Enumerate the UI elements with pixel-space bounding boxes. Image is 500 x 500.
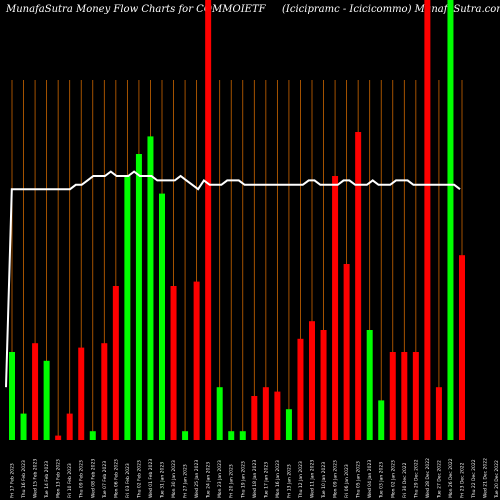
x-tick-label: Thu 19 Jan 2023 bbox=[240, 461, 246, 499]
money-flow-bar bbox=[228, 431, 235, 440]
money-flow-bar bbox=[78, 347, 85, 440]
money-flow-bar bbox=[412, 352, 419, 440]
x-tick-label: Fri 03 Feb 2023 bbox=[125, 463, 131, 498]
x-tick-label: Mon 23 Jan 2023 bbox=[217, 460, 223, 498]
x-tick-label: Thu 29 Dec 2022 bbox=[413, 459, 419, 499]
money-flow-bar bbox=[159, 193, 165, 440]
money-flow-bar bbox=[112, 286, 119, 440]
money-flow-bar bbox=[320, 330, 327, 440]
x-tick-label: Wed 25 Jan 2023 bbox=[194, 460, 200, 498]
x-tick-label: Mon 30 Jan 2023 bbox=[171, 460, 177, 498]
x-tick-label: Tue 07 Feb 2023 bbox=[102, 461, 108, 499]
money-flow-bar bbox=[66, 413, 73, 440]
money-flow-bar bbox=[20, 413, 27, 440]
x-tick-label: Fri 27 Jan 2023 bbox=[183, 464, 189, 498]
money-flow-bar bbox=[343, 264, 350, 440]
x-tick-label: Tue 10 Jan 2023 bbox=[321, 462, 327, 499]
x-tick-label: Mon 02 Jan 2023 bbox=[390, 460, 396, 498]
x-tick-label: Fri 06 Jan 2023 bbox=[344, 464, 350, 498]
money-flow-bar bbox=[32, 343, 39, 440]
x-tick-label: Mon 26 Dec 2022 bbox=[448, 458, 454, 498]
chart-title-right: (Icicipramc - Icicicommo) MunafaSutra.co… bbox=[282, 4, 500, 15]
x-tick-label: Wed 04 Jan 2023 bbox=[367, 460, 373, 498]
x-tick-label: Thu 16 Feb 2023 bbox=[21, 460, 27, 499]
x-tick-label: Tue 17 Jan 2023 bbox=[263, 462, 269, 499]
x-tick-label: Thu 05 Jan 2023 bbox=[356, 461, 362, 499]
money-flow-bar bbox=[274, 391, 281, 440]
money-flow-bar bbox=[401, 352, 408, 440]
money-flow-bar bbox=[285, 409, 292, 440]
x-tick-label: Mon 09 Jan 2023 bbox=[333, 460, 339, 498]
x-tick-label: Mon 13 Feb 2023 bbox=[56, 459, 62, 498]
money-flow-bar bbox=[424, 0, 431, 440]
money-flow-bar bbox=[389, 352, 396, 440]
x-tick-label: Wed 28 Dec 2022 bbox=[425, 458, 431, 498]
trend-line bbox=[5, 170, 461, 388]
money-flow-bar bbox=[89, 431, 96, 440]
x-tick-label: Wed 01 Feb 2023 bbox=[148, 459, 154, 498]
money-flow-bar bbox=[9, 352, 15, 440]
x-tick-label: Wed 08 Feb 2023 bbox=[90, 459, 96, 498]
money-flow-bar bbox=[251, 396, 258, 440]
money-flow-bar bbox=[447, 0, 454, 440]
money-flow-bar bbox=[332, 176, 339, 440]
x-tick-labels: Fri 17 Feb 2023 Thu 16 Feb 2023 Wed 15 Feb… bbox=[10, 458, 500, 499]
money-flow-bar bbox=[193, 281, 200, 440]
x-tick-label: Fri 13 Jan 2023 bbox=[286, 464, 292, 498]
x-tick-label: Tue 24 Jan 2023 bbox=[206, 462, 212, 499]
x-tick-label: Thu 02 Feb 2023 bbox=[136, 460, 142, 499]
x-tick-label: Tue 20 Dec 2022 bbox=[494, 460, 500, 499]
x-tick-label: Tue 14 Feb 2023 bbox=[44, 461, 50, 499]
money-flow-bar bbox=[309, 321, 315, 440]
x-tick-label: Wed 21 Dec 2022 bbox=[483, 458, 489, 498]
x-tick-label: Thu 09 Feb 2023 bbox=[79, 460, 85, 499]
money-flow-bar bbox=[182, 431, 189, 440]
money-flow-bar bbox=[366, 330, 373, 440]
chart-title-left: MunafaSutra Money Flow Charts for COMMOI… bbox=[6, 4, 266, 15]
money-flow-bar bbox=[239, 431, 246, 440]
x-tick-label: Tue 03 Jan 2023 bbox=[379, 462, 385, 499]
money-flow-bar bbox=[147, 136, 154, 440]
money-flow-bar bbox=[435, 387, 442, 440]
money-flow-bar bbox=[355, 132, 362, 440]
money-flow-bars bbox=[9, 0, 465, 440]
money-flow-bar bbox=[459, 255, 465, 440]
x-tick-label: Thu 12 Jan 2023 bbox=[298, 461, 304, 499]
money-flow-bar bbox=[55, 435, 62, 440]
x-tick-label: Tue 31 Jan 2023 bbox=[160, 462, 166, 499]
money-flow-bar bbox=[297, 338, 304, 440]
x-tick-label: Fri 10 Feb 2023 bbox=[67, 463, 73, 498]
x-tick-label: Fri 20 Jan 2023 bbox=[229, 464, 235, 498]
money-flow-bar bbox=[135, 154, 142, 440]
trend-line-layer bbox=[5, 170, 461, 388]
x-tick-label: Wed 18 Jan 2023 bbox=[252, 460, 258, 498]
money-flow-bar bbox=[216, 387, 223, 440]
x-tick-label: Mon 06 Feb 2023 bbox=[113, 459, 119, 498]
money-flow-bar bbox=[378, 400, 385, 440]
x-tick-label: Tue 27 Dec 2022 bbox=[436, 460, 442, 499]
x-tick-label: Mon 16 Jan 2023 bbox=[275, 460, 281, 498]
money-flow-bar bbox=[124, 176, 131, 440]
money-flow-bar bbox=[262, 387, 269, 440]
x-tick-label: Wed 11 Jan 2023 bbox=[310, 460, 316, 498]
x-tick-label: Fri 30 Dec 2022 bbox=[402, 462, 408, 498]
x-tick-label: Fri 23 Dec 2022 bbox=[460, 462, 466, 498]
x-tick-label: Thu 22 Dec 2022 bbox=[471, 459, 477, 499]
money-flow-bar bbox=[205, 0, 212, 440]
x-tick-label: Fri 17 Feb 2023 bbox=[10, 463, 16, 498]
x-tick-label: Wed 15 Feb 2023 bbox=[33, 459, 39, 498]
money-flow-bar bbox=[43, 360, 50, 440]
money-flow-bar bbox=[101, 343, 108, 440]
money-flow-bar bbox=[170, 286, 177, 440]
